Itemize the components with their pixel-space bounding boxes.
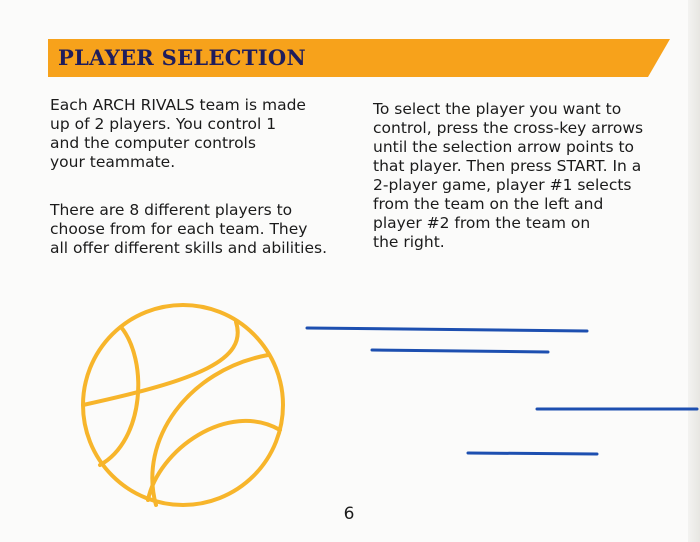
speed-line — [466, 451, 599, 456]
text-line: that player. Then press START. In a — [373, 157, 642, 175]
speed-line — [305, 326, 589, 333]
text-line: from the team on the left and — [373, 195, 604, 213]
text-line: all offer different skills and abilities… — [50, 239, 328, 257]
text-line: There are 8 different players to — [50, 201, 293, 219]
text-line: up of 2 players. You control 1 — [50, 115, 277, 133]
right-paragraph-1: To select the player you want to control… — [373, 100, 643, 252]
text-line: and the computer controls — [50, 134, 256, 152]
section-title: PLAYER SELECTION — [58, 45, 306, 70]
banner-shape — [48, 39, 670, 77]
text-line: until the selection arrow points to — [373, 138, 635, 156]
speed-line — [370, 348, 550, 354]
section-header-banner: PLAYER SELECTION — [48, 39, 670, 77]
left-paragraph-1: Each ARCH RIVALS team is made up of 2 pl… — [50, 96, 306, 172]
text-line: 2-player game, player #1 selects — [373, 176, 632, 194]
text-line: your teammate. — [50, 153, 176, 171]
left-paragraph-2: There are 8 different players to choose … — [50, 201, 327, 258]
text-line: To select the player you want to — [373, 100, 622, 118]
text-line: player #2 from the team on — [373, 214, 591, 232]
text-line: Each ARCH RIVALS team is made — [50, 96, 306, 114]
page-edge-shadow — [688, 0, 700, 542]
page-number: 6 — [343, 504, 355, 524]
text-line: control, press the cross-key arrows — [373, 119, 644, 137]
text-line: the right. — [373, 233, 445, 251]
text-line: choose from for each team. They — [50, 220, 308, 238]
basketball-icon — [81, 303, 285, 507]
